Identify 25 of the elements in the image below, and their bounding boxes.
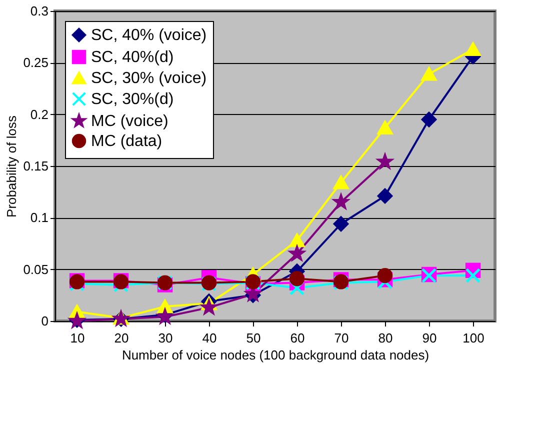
legend-label: SC, 40%(d): [91, 49, 174, 66]
legend-label: SC, 40% (voice): [91, 27, 207, 44]
y-tick-label: 0.2: [30, 106, 48, 122]
x-tick-label: 20: [114, 330, 129, 346]
legend-label: SC, 30% (voice): [91, 70, 207, 87]
x-tick-label: 60: [290, 330, 305, 346]
x-tick-label: 80: [378, 330, 393, 346]
x-tick-label: 90: [422, 330, 437, 346]
y-tick-label: 0.15: [23, 158, 48, 174]
x-tick-label: 30: [158, 330, 173, 346]
x-tick-label: 40: [202, 330, 217, 346]
y-tick-label: 0.25: [23, 55, 48, 70]
x-tick-label: 10: [70, 330, 85, 346]
legend-label: MC (data): [91, 133, 162, 150]
x-tick-label: 50: [246, 330, 261, 346]
x-axis-title: Number of voice nodes (100 background data nodes): [122, 348, 430, 362]
y-axis-title: Probability of loss: [4, 115, 20, 218]
y-tick-label: 0.3: [30, 4, 48, 18]
x-tick-label: 100: [462, 330, 484, 346]
y-tick-label: 0: [41, 314, 48, 328]
legend-label: SC, 30%(d): [91, 91, 174, 108]
y-tick-label: 0.05: [23, 262, 48, 277]
legend-label: MC (voice): [91, 113, 168, 130]
x-tick-label: 70: [334, 330, 349, 346]
y-tick-label: 0.1: [30, 210, 48, 226]
